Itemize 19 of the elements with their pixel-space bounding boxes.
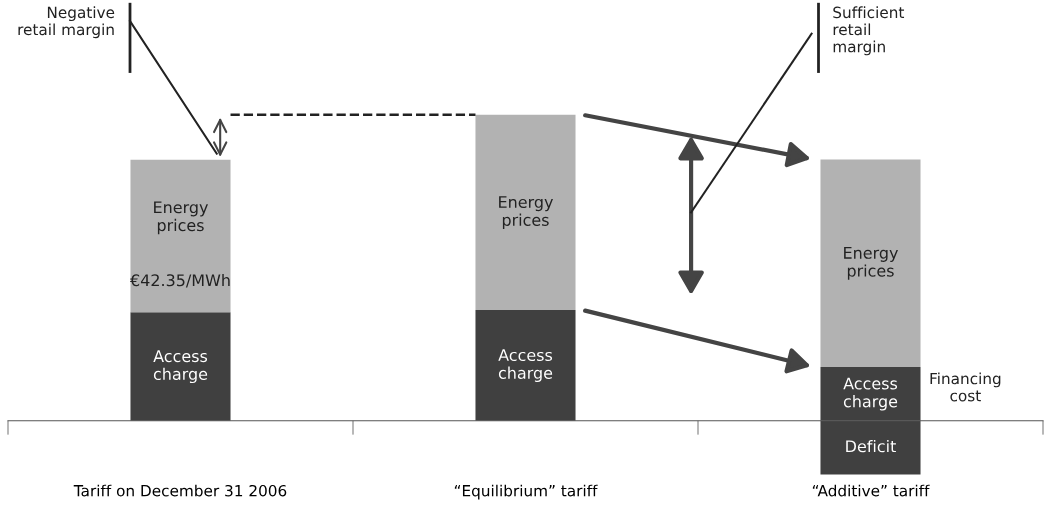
series-label: Energy prices — [499, 196, 553, 230]
text: Access charge — [153, 350, 208, 384]
text: Energy prices — [844, 246, 898, 280]
bar — [130, 312, 231, 421]
bar — [130, 159, 231, 313]
x-tick-label: “Equilibrium” tariff — [454, 484, 598, 500]
annotation: Financing cost — [930, 372, 1001, 402]
text: Energy prices — [154, 201, 208, 235]
text: Sufficient retail margin — [833, 6, 905, 56]
bar — [820, 159, 921, 367]
x-tick-label: Tariff on December 31 2006 — [73, 484, 287, 497]
bar — [475, 114, 576, 310]
series-label: Access charge — [843, 377, 898, 411]
text: Access charge — [498, 349, 553, 383]
x-tick-label: “Additive” tariff — [812, 484, 930, 497]
text: Negative retail margin — [18, 6, 115, 39]
bar — [475, 309, 576, 421]
series-label: Deficit — [846, 439, 896, 453]
annotation: €42.35/MWh — [130, 273, 230, 288]
